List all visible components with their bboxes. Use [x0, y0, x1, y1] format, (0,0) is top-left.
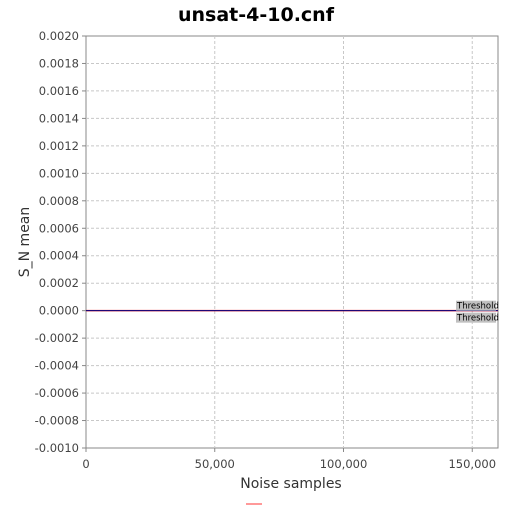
y-tick-label: -0.0010 — [35, 441, 79, 455]
x-tick-label: 0 — [82, 457, 89, 471]
y-tick-label: 0.0010 — [39, 166, 79, 180]
x-tick-label: 150,000 — [448, 457, 496, 471]
y-tick-label: -0.0004 — [35, 359, 79, 373]
x-tick-label: 50,000 — [195, 457, 235, 471]
threshold-label: Threshold — [456, 302, 499, 312]
y-axis: -0.0010 -0.0008 -0.0006 -0.0004 -0.0002 0.000… — [35, 29, 86, 455]
y-axis-label: S_N mean — [17, 207, 33, 278]
y-tick-label: 0.0008 — [39, 194, 79, 208]
y-tick-label: 0.0006 — [39, 221, 79, 235]
x-axis: 0 50,000 100,000 150,000 — [82, 448, 496, 471]
x-tick-label: 100,000 — [320, 457, 368, 471]
y-tick-label: 0.0014 — [39, 111, 79, 125]
annotations: Threshold Threshold — [456, 300, 499, 324]
y-tick-label: -0.0006 — [35, 386, 79, 400]
y-tick-label: 0.0000 — [39, 304, 79, 318]
y-tick-label: 0.0002 — [39, 276, 79, 290]
y-tick-label: -0.0002 — [35, 331, 79, 345]
threshold-label-box — [456, 312, 496, 323]
y-tick-label: 0.0012 — [39, 139, 79, 153]
grid — [86, 36, 498, 448]
y-tick-label: 0.0018 — [39, 56, 79, 70]
y-tick-label: 0.0020 — [39, 29, 79, 43]
threshold-label-box — [456, 300, 496, 311]
y-tick-label: 0.0004 — [39, 249, 79, 263]
plot-area — [85, 35, 499, 449]
y-tick-label: -0.0008 — [35, 414, 79, 428]
y-tick-label: 0.0016 — [39, 84, 79, 98]
legend-swatch — [246, 503, 262, 505]
chart-title: unsat-4-10.cnf — [178, 4, 335, 26]
threshold-label: Threshold — [456, 314, 499, 324]
x-axis-label: Noise samples — [240, 476, 341, 492]
